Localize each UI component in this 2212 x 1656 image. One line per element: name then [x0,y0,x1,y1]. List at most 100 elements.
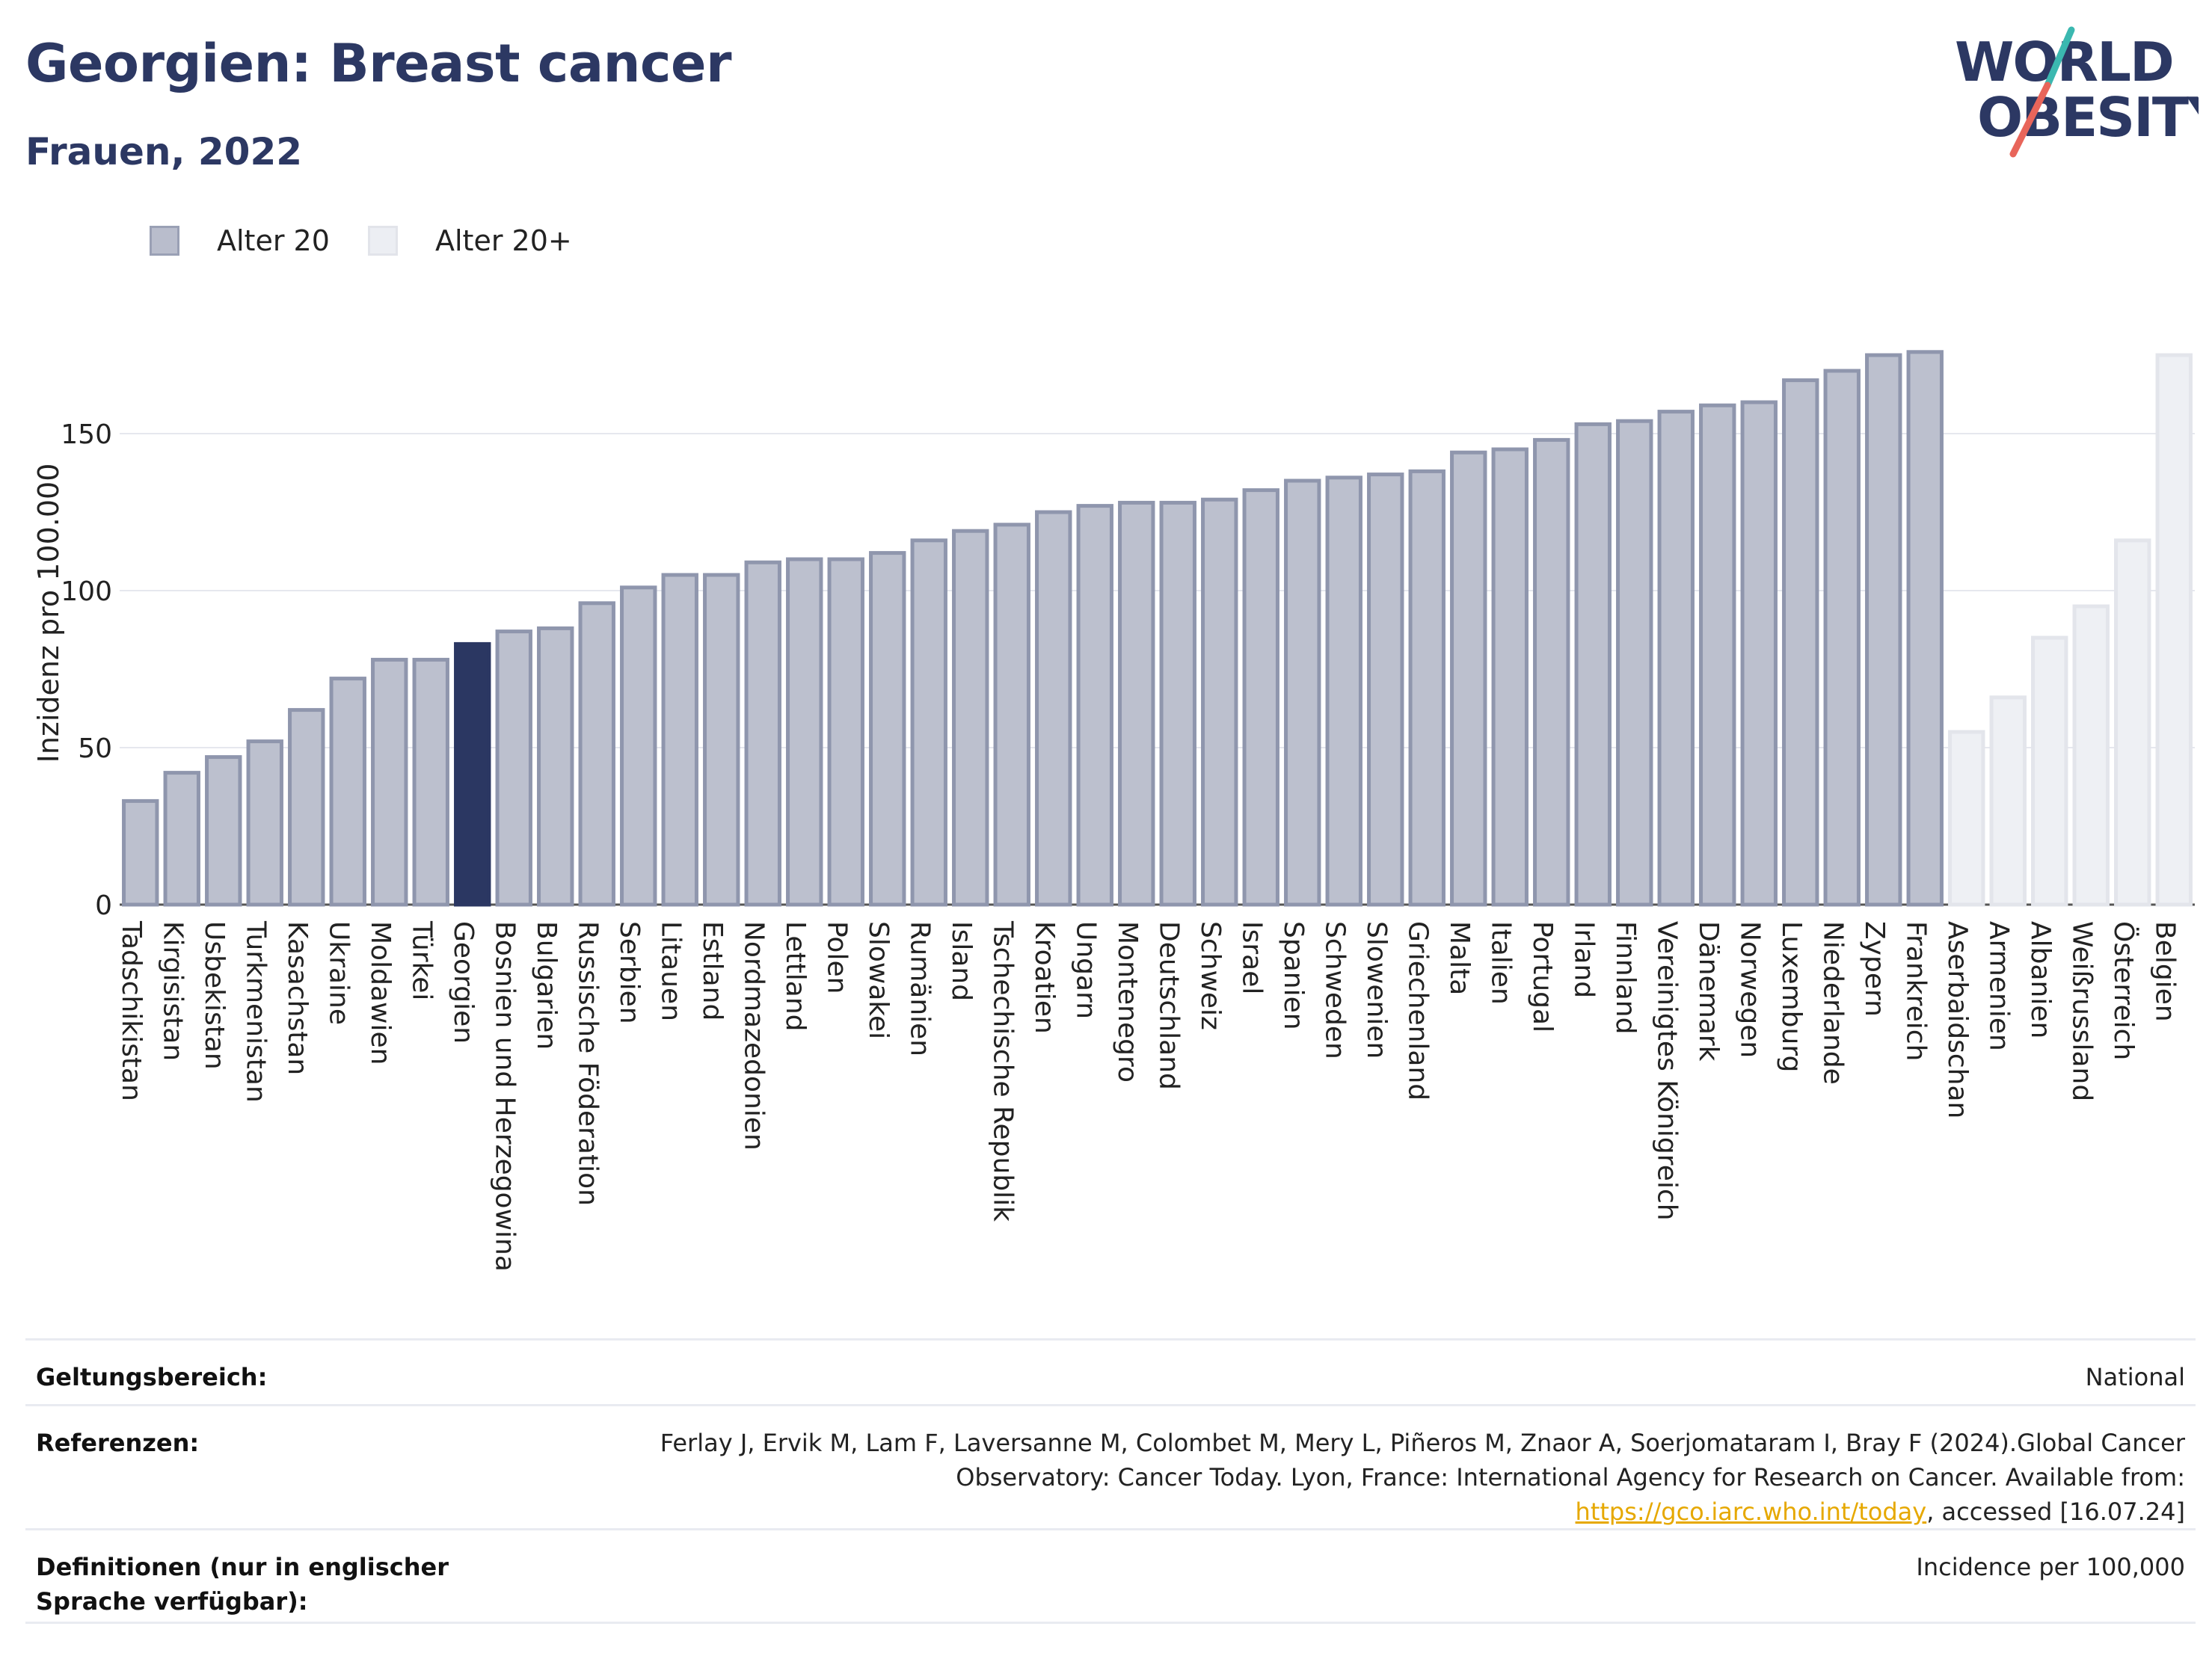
bar-ungarn[interactable] [1076,504,1113,907]
x-tick-label: Frankreich [1900,921,1931,1061]
y-axis-label: Inzidenz pro 100.000 [32,464,65,763]
info-label: Geltungsbereich: [36,1363,268,1391]
bar-kasachstan[interactable] [288,708,325,907]
bar-polen[interactable] [827,557,864,907]
legend-label: Alter 20 [217,224,330,257]
world-obesity-logo: WORLD OBESITY [1955,26,2199,158]
legend-label: Alter 20+ [435,224,572,257]
bar-estland[interactable] [703,573,740,907]
x-tick-label: Russische Föderation [572,921,603,1206]
page-subtitle: Frauen, 2022 [25,130,303,173]
bar-tadschikistan[interactable] [122,798,159,907]
x-tick-label: Polen [821,921,852,994]
bar-albanien[interactable] [2031,635,2068,907]
x-tick-label: Norwegen [1734,921,1765,1058]
bar-malta[interactable] [1450,450,1487,907]
x-tick-label: Italien [1485,921,1516,1005]
bar-georgien[interactable] [454,641,491,907]
bar-russische-föderation[interactable] [578,601,615,907]
bar-moldawien[interactable] [371,657,408,907]
bar-spanien[interactable] [1284,478,1321,907]
x-tick-label: Aserbaidschan [1942,921,1973,1118]
bar-norwegen[interactable] [1740,400,1778,907]
info-row-definitions: Definitionen (nur in englischer Sprache … [25,1528,2196,1624]
x-tick-label: Georgien [448,921,479,1044]
reference-link[interactable]: https://gco.iarc.who.int/today [1575,1498,1927,1526]
bar-schweiz[interactable] [1201,497,1238,907]
bar-italien[interactable] [1491,447,1529,907]
x-tick-label: Schweiz [1195,921,1226,1030]
x-tick-label: Schweden [1319,921,1350,1059]
bar-litauen[interactable] [661,573,698,907]
x-tick-label: Malta [1444,921,1475,995]
x-tick-label: Tschechische Republik [987,920,1018,1222]
bar-deutschland[interactable] [1159,500,1196,907]
y-tick-label: 150 [61,419,112,450]
bar-nordmazedonien[interactable] [744,560,781,907]
info-table: Geltungsbereich: National Referenzen: Fe… [25,1338,2196,1624]
reference-accessed: , accessed [16.07.24] [1926,1498,2185,1526]
x-tick-label: Vereinigtes Königreich [1651,921,1682,1221]
bar-griechenland[interactable] [1408,469,1446,907]
info-value: National [2085,1363,2185,1391]
legend-swatch [368,226,398,256]
bar-niederlande[interactable] [1823,369,1861,907]
bar-österreich[interactable] [2114,538,2151,907]
info-row-scope: Geltungsbereich: National [25,1338,2196,1404]
bar-slowakei[interactable] [869,551,906,907]
x-tick-label: Nordmazedonien [738,921,769,1151]
bar-schweden[interactable] [1325,475,1362,907]
reference-text: Ferlay J, Ervik M, Lam F, Laversanne M, … [660,1429,2185,1492]
bar-armenien[interactable] [1989,695,2027,907]
page-title: Georgien: Breast cancer [25,33,731,94]
bar-belgien[interactable] [2155,353,2193,907]
bar-rumänien[interactable] [910,538,947,907]
x-tick-label: Litauen [655,921,686,1021]
x-tick-label: Ungarn [1070,921,1101,1019]
bar-finnland[interactable] [1616,419,1653,907]
bar-ukraine[interactable] [329,677,366,907]
x-tick-label: Türkei [406,920,437,1000]
bar-dänemark[interactable] [1699,403,1736,907]
bar-aserbaidschan[interactable] [1948,730,1985,907]
bar-island[interactable] [952,529,989,907]
x-tick-label: Kasachstan [282,921,313,1075]
x-tick-label: Griechenland [1402,921,1433,1101]
bar-serbien[interactable] [620,585,657,907]
x-tick-label: Zypern [1859,921,1890,1017]
x-tick-label: Usbekistan [199,921,230,1070]
bar-chart: 0 50 100 150 Tadschikistan Kirgisistan Usbeki… [32,350,2195,1272]
x-tick-label: Estland [697,921,728,1021]
bar-portugal[interactable] [1533,437,1570,907]
bar-vereinigtes-königreich[interactable] [1657,410,1695,907]
bar-luxemburg[interactable] [1782,378,1819,907]
bar-bulgarien[interactable] [537,626,574,907]
bar-lettland[interactable] [786,557,823,907]
bar-frankreich[interactable] [1906,350,1944,907]
legend-swatch [150,226,179,256]
bar-israel[interactable] [1242,488,1279,907]
bar-irland[interactable] [1574,422,1612,907]
bar-weißrussland[interactable] [2072,604,2110,907]
x-tick-label: Niederlande [1817,921,1848,1085]
info-value: Ferlay J, Ervik M, Lam F, Laversanne M, … [25,1406,2196,1548]
bar-slowenien[interactable] [1367,473,1404,907]
x-tick-label: Finnland [1610,921,1641,1034]
bar-usbekistan[interactable] [205,755,242,907]
bar-bosnien-und-herzegowina[interactable] [495,630,532,907]
x-tick-label: Tadschikistan [116,920,147,1101]
x-tick-label: Bulgarien [531,921,562,1050]
bar-montenegro[interactable] [1118,500,1155,907]
bar-zypern[interactable] [1865,353,1902,907]
x-tick-label: Irland [1568,921,1599,998]
x-tick-label: Slowakei [863,921,894,1039]
info-value: Incidence per 100,000 [1916,1553,2185,1581]
y-tick-label: 0 [95,890,112,921]
x-tick-label: Ukraine [323,921,354,1025]
bar-turkmenistan[interactable] [246,739,283,907]
bar-kirgisistan[interactable] [163,771,200,907]
bar-kroatien[interactable] [1035,510,1072,907]
x-tick-label: Spanien [1278,921,1309,1030]
bar-tschechische-republik[interactable] [993,523,1030,907]
bar-türkei[interactable] [412,657,449,907]
